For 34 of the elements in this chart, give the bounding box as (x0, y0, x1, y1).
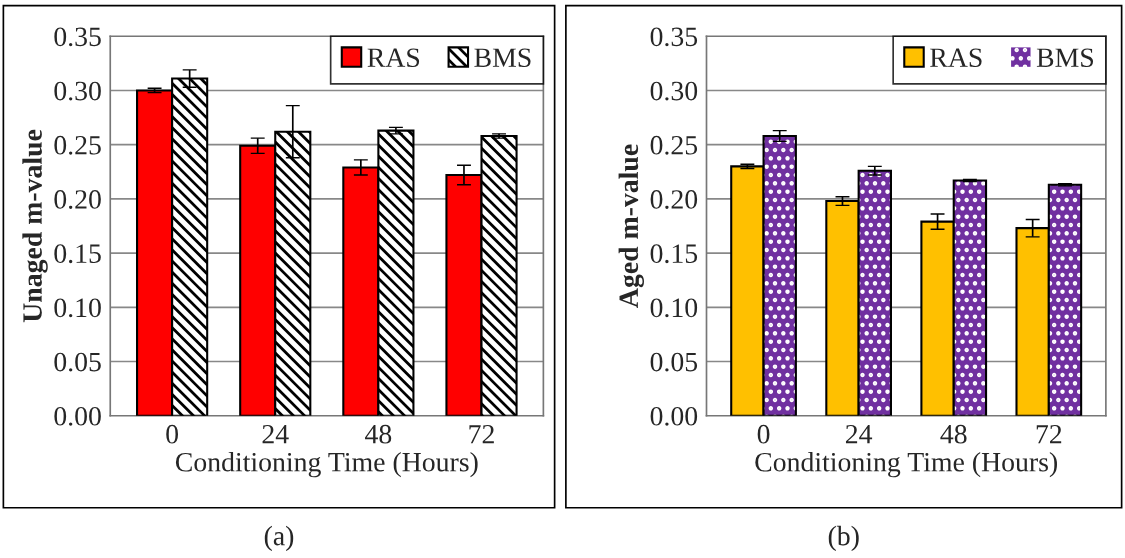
y-tick-label: 0.10 (54, 298, 101, 318)
legend-label: RAS (367, 48, 420, 68)
y-tick-label: 0.15 (54, 244, 101, 264)
x-tick-label: 0 (757, 424, 770, 444)
y-tick-label: 0.25 (650, 135, 698, 155)
y-tick-label: 0.10 (650, 298, 698, 318)
y-tick-label: 0.30 (650, 81, 698, 101)
y-tick-label: 0.15 (650, 244, 698, 264)
y-tick-label: 0.00 (54, 406, 101, 426)
y-tick-label: 0.20 (54, 190, 101, 209)
legend-label: BMS (474, 48, 531, 68)
y-tick-label: 0.00 (650, 406, 698, 426)
legend-label: BMS (1036, 48, 1094, 68)
x-tick-label: 48 (940, 424, 967, 444)
x-tick-label: 24 (262, 424, 289, 444)
y-tick-label: 0.05 (650, 352, 698, 372)
x-axis-title: Conditioning Time (Hours) (755, 452, 1057, 478)
x-tick-label: 72 (469, 424, 494, 444)
y-axis-title: Unaged m-value (22, 129, 48, 323)
y-tick-label: 0.25 (54, 135, 101, 155)
x-tick-label: 0 (166, 424, 179, 444)
x-tick-label: 72 (1036, 424, 1062, 444)
x-tick-label: 48 (365, 424, 392, 444)
x-axis-title: Conditioning Time (Hours) (175, 452, 478, 478)
y-tick-label: 0.20 (650, 190, 698, 209)
y-tick-label: 0.35 (54, 27, 101, 47)
y-tick-label: 0.35 (650, 27, 698, 47)
text: (a) (264, 525, 294, 552)
text: (b) (828, 525, 859, 552)
legend-label: RAS (930, 48, 982, 68)
y-tick-label: 0.05 (54, 352, 101, 372)
x-tick-label: 24 (845, 424, 873, 444)
y-tick-label: 0.30 (54, 81, 101, 101)
y-axis-title: Aged m-value (618, 144, 644, 308)
